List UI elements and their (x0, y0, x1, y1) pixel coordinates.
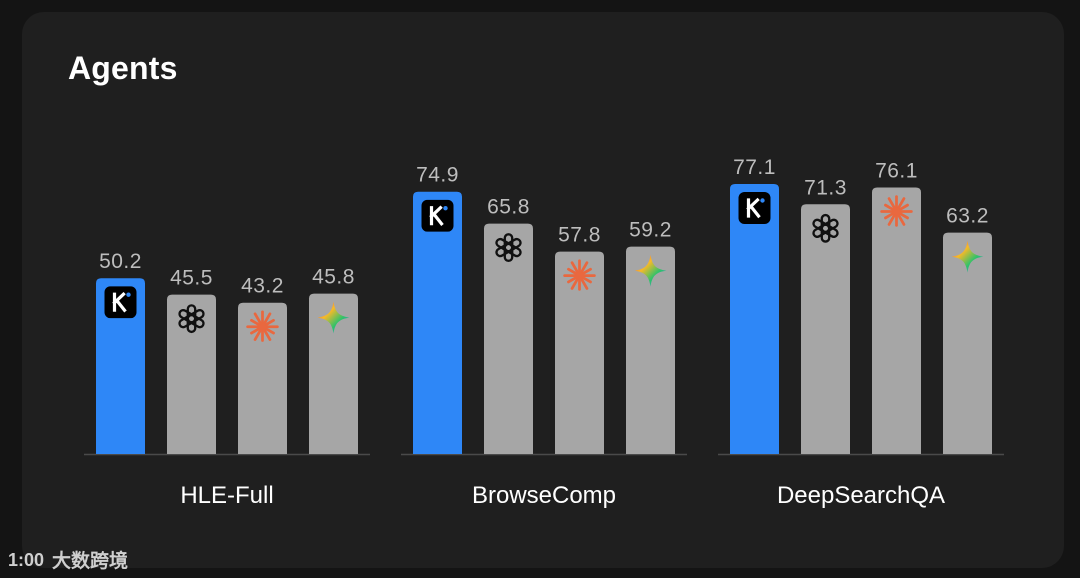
bar-deepsearchqa-2 (801, 204, 850, 454)
bar-deepsearchqa-4 (943, 232, 992, 454)
kimi-k-icon (104, 286, 137, 319)
value-label: 57.8 (558, 224, 601, 247)
bar-hle-full-1 (96, 278, 145, 454)
value-label: 50.2 (99, 250, 142, 273)
value-label: 74.9 (416, 164, 459, 187)
watermark-text: 大数跨境 (52, 549, 128, 572)
value-label: 59.2 (629, 219, 672, 242)
bar-browsecomp-4 (626, 246, 675, 454)
bar-hle-full-3 (238, 302, 287, 454)
value-label: 76.1 (875, 160, 918, 183)
category-label: BrowseComp (472, 482, 616, 509)
bar-deepsearchqa-3 (872, 187, 921, 454)
watermark: 1:00 大数跨境 (8, 549, 128, 572)
bar-browsecomp-3 (555, 251, 604, 454)
bar-browsecomp-2 (484, 223, 533, 454)
category-label: DeepSearchQA (777, 482, 945, 509)
kimi-k-icon (738, 192, 771, 224)
kimi-k-icon (421, 199, 454, 232)
bar-hle-full-4 (309, 293, 358, 454)
watermark-logo: 1:00 (8, 550, 44, 570)
value-label: 71.3 (804, 176, 847, 199)
value-label: 45.5 (170, 267, 213, 290)
value-label: 43.2 (241, 275, 284, 298)
category-label: HLE-Full (180, 482, 273, 509)
bar-browsecomp-1 (413, 191, 462, 454)
bar-deepsearchqa-1 (730, 184, 779, 454)
chart-title: Agents (68, 50, 178, 86)
value-label: 45.8 (312, 266, 355, 289)
value-label: 63.2 (946, 205, 989, 228)
bar-hle-full-2 (167, 294, 216, 454)
value-label: 65.8 (487, 196, 530, 219)
value-label: 77.1 (733, 156, 776, 179)
